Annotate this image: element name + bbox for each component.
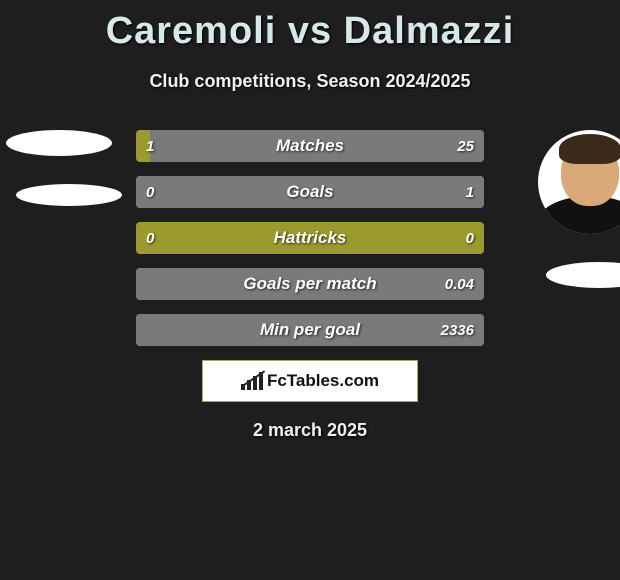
stat-label: Goals per match bbox=[136, 268, 484, 300]
player-right-name-ellipse bbox=[546, 262, 620, 288]
stat-row: 0Hattricks0 bbox=[136, 222, 484, 254]
stat-label: Matches bbox=[136, 130, 484, 162]
stat-right-value: 0 bbox=[466, 222, 474, 254]
brand-text: FcTables.com bbox=[267, 371, 379, 391]
stats-area: 1Matches250Goals10Hattricks0Goals per ma… bbox=[0, 130, 620, 346]
stat-row: 0Goals1 bbox=[136, 176, 484, 208]
stat-row: Goals per match0.04 bbox=[136, 268, 484, 300]
stat-bars: 1Matches250Goals10Hattricks0Goals per ma… bbox=[136, 130, 484, 346]
player-left-avatar-placeholder bbox=[6, 130, 112, 156]
page-title: Caremoli vs Dalmazzi bbox=[0, 0, 620, 53]
stat-row: 1Matches25 bbox=[136, 130, 484, 162]
stat-label: Min per goal bbox=[136, 314, 484, 346]
player-right-avatar bbox=[538, 130, 620, 234]
stat-right-value: 1 bbox=[466, 176, 474, 208]
stat-label: Hattricks bbox=[136, 222, 484, 254]
stat-right-value: 25 bbox=[457, 130, 474, 162]
brand-chart-icon bbox=[241, 372, 263, 390]
subtitle: Club competitions, Season 2024/2025 bbox=[0, 71, 620, 92]
stat-label: Goals bbox=[136, 176, 484, 208]
stat-right-value: 0.04 bbox=[445, 268, 474, 300]
brand-box: FcTables.com bbox=[202, 360, 418, 402]
comparison-infographic: Caremoli vs Dalmazzi Club competitions, … bbox=[0, 0, 620, 441]
player-left-name-ellipse bbox=[16, 184, 122, 206]
date-text: 2 march 2025 bbox=[0, 420, 620, 441]
stat-right-value: 2336 bbox=[441, 314, 474, 346]
stat-row: Min per goal2336 bbox=[136, 314, 484, 346]
